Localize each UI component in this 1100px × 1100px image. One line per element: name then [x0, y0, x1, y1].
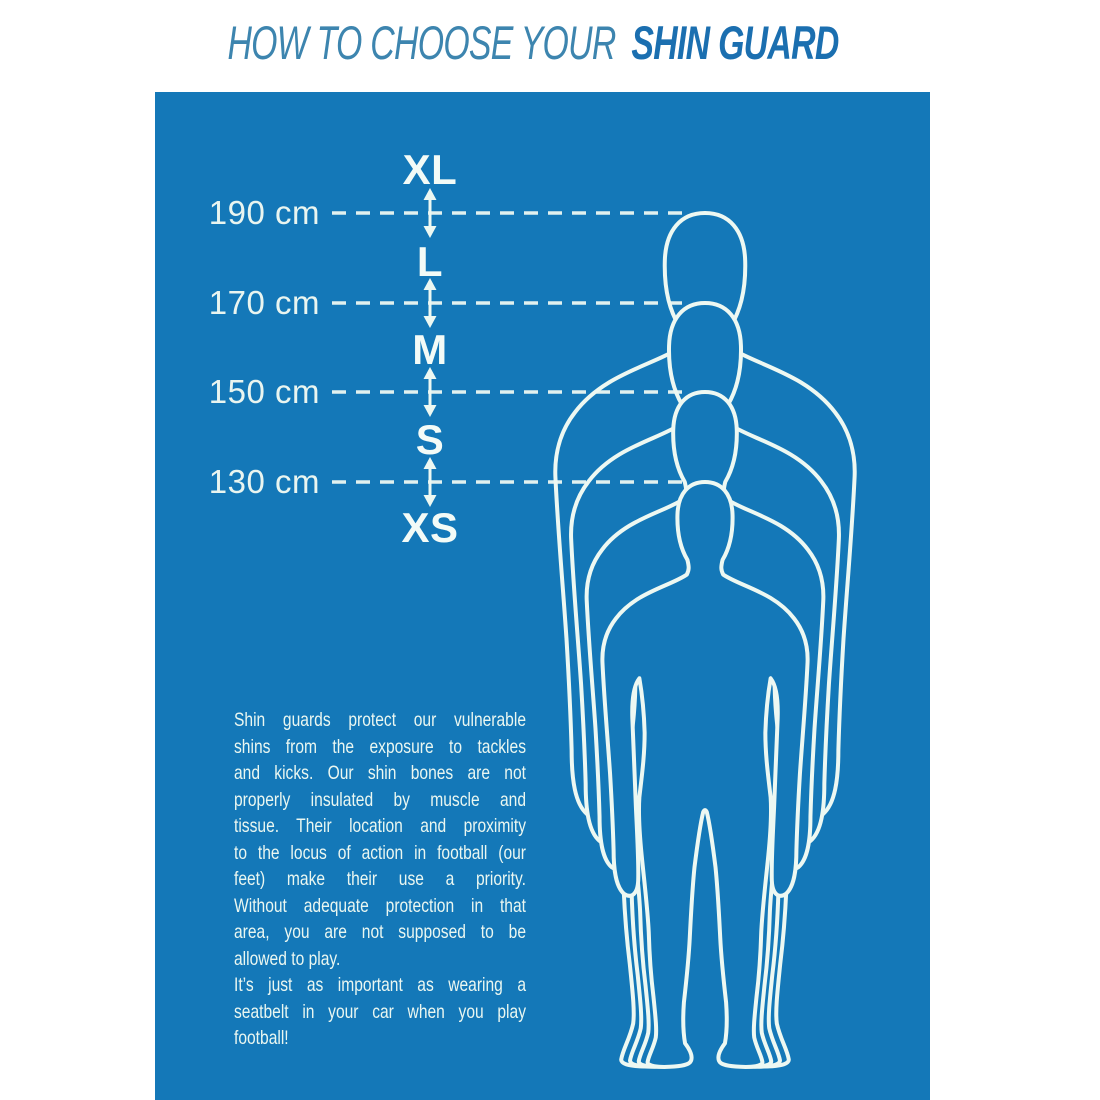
height-mark-170: 170 cm — [208, 284, 320, 321]
height-mark-190: 190 cm — [208, 194, 320, 231]
description-line: Shin guards protect our vulnerable — [234, 709, 526, 731]
description-line: area, you are not supposed to be — [234, 921, 526, 943]
size-label-xs: XS — [401, 504, 459, 551]
size-range-arrow-l — [423, 278, 437, 328]
size-range-arrow-s — [423, 457, 437, 507]
title-prefix: HOW TO CHOOSE YOUR — [227, 16, 616, 69]
size-label-l: L — [416, 238, 444, 285]
description-line: tissue. Their location and proximity — [234, 815, 526, 837]
height-mark-130: 130 cm — [208, 463, 320, 500]
description-line: to the locus of action in football (our — [234, 841, 526, 864]
height-mark-150: 150 cm — [208, 373, 320, 410]
description-line: and kicks. Our shin bones are not — [234, 762, 526, 784]
description-line: allowed to play. — [234, 947, 341, 970]
description-text: Shin guards protect our vulnerable shins… — [234, 707, 526, 1052]
description-line: football! — [234, 1027, 289, 1049]
title-product: SHIN GUARD — [631, 16, 839, 69]
size-range-arrow-xl — [423, 188, 437, 238]
size-label-m: M — [412, 326, 448, 373]
description-line: properly insulated by muscle and — [234, 788, 526, 811]
size-diagram-graphic — [332, 188, 857, 1069]
description-line: shins from the exposure to tackles — [234, 735, 526, 758]
size-diagram-panel — [155, 92, 930, 1100]
description-line: seatbelt in your car when you play — [234, 1000, 526, 1023]
description-line: It’s just as important as wearing a — [234, 974, 526, 996]
size-label-xl: XL — [402, 146, 458, 193]
description-line: feet) make their use a priority. — [234, 868, 526, 890]
page-title: HOW TO CHOOSE YOUR SHIN GUARD — [137, 18, 929, 68]
size-range-arrow-m — [423, 367, 437, 417]
description-line: Without adequate protection in that — [234, 894, 526, 917]
size-label-s: S — [415, 416, 445, 463]
